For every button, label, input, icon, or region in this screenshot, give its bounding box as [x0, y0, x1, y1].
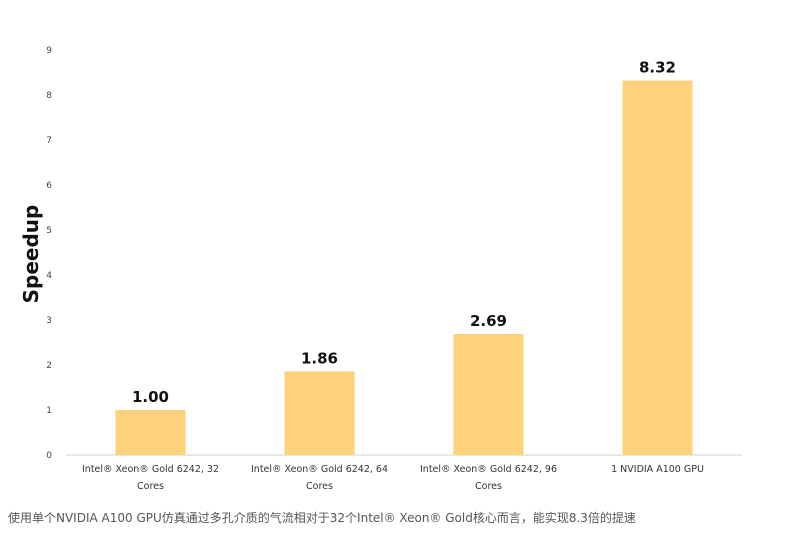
y-tick-label: 1 [46, 406, 52, 416]
bar [284, 371, 355, 455]
y-tick-label: 3 [46, 316, 52, 326]
bars [115, 80, 693, 455]
bar-value-label: 8.32 [639, 59, 676, 77]
x-tick-label: Intel® Xeon® Gold 6242, 64 [251, 464, 388, 475]
y-axis-title: Speedup [19, 205, 43, 304]
x-tick-label: Cores [137, 481, 164, 492]
x-tick-label: 1 NVIDIA A100 GPU [611, 464, 704, 475]
x-tick-label: Intel® Xeon® Gold 6242, 96 [420, 464, 557, 475]
y-tick-label: 6 [46, 181, 52, 191]
speedup-chart: 0 1 2 3 4 5 6 7 8 9 1.00 1.86 2.69 8.32 Intel® Xeon®… [19, 46, 742, 492]
value-labels: 1.00 1.86 2.69 8.32 [132, 59, 676, 406]
y-tick-label: 9 [46, 46, 52, 56]
x-tick-label: Cores [306, 481, 333, 492]
bar-value-label: 2.69 [470, 312, 507, 330]
bar [115, 410, 186, 455]
y-tick-label: 8 [46, 91, 52, 101]
y-tick-label: 7 [46, 136, 52, 146]
bar [622, 80, 693, 455]
chart-svg: 0 1 2 3 4 5 6 7 8 9 1.00 1.86 2.69 8.32 Intel® Xeon®… [19, 46, 742, 492]
y-tick-label: 2 [46, 361, 52, 371]
y-tick-label: 5 [46, 226, 52, 236]
bar-value-label: 1.86 [301, 349, 338, 367]
y-tick-label: 4 [46, 271, 52, 281]
figure-caption: 使用单个NVIDIA A100 GPU仿真通过多孔介质的气流相对于32个Inte… [8, 511, 636, 525]
category-labels: Intel® Xeon® Gold 6242, 32 Cores Intel® Xe… [82, 464, 704, 492]
x-tick-label: Cores [475, 481, 502, 492]
y-axis-ticks: 0 1 2 3 4 5 6 7 8 9 [46, 46, 52, 461]
bar [453, 333, 524, 455]
bar-value-label: 1.00 [132, 388, 169, 406]
x-tick-label: Intel® Xeon® Gold 6242, 32 [82, 464, 219, 475]
y-tick-label: 0 [46, 451, 52, 461]
